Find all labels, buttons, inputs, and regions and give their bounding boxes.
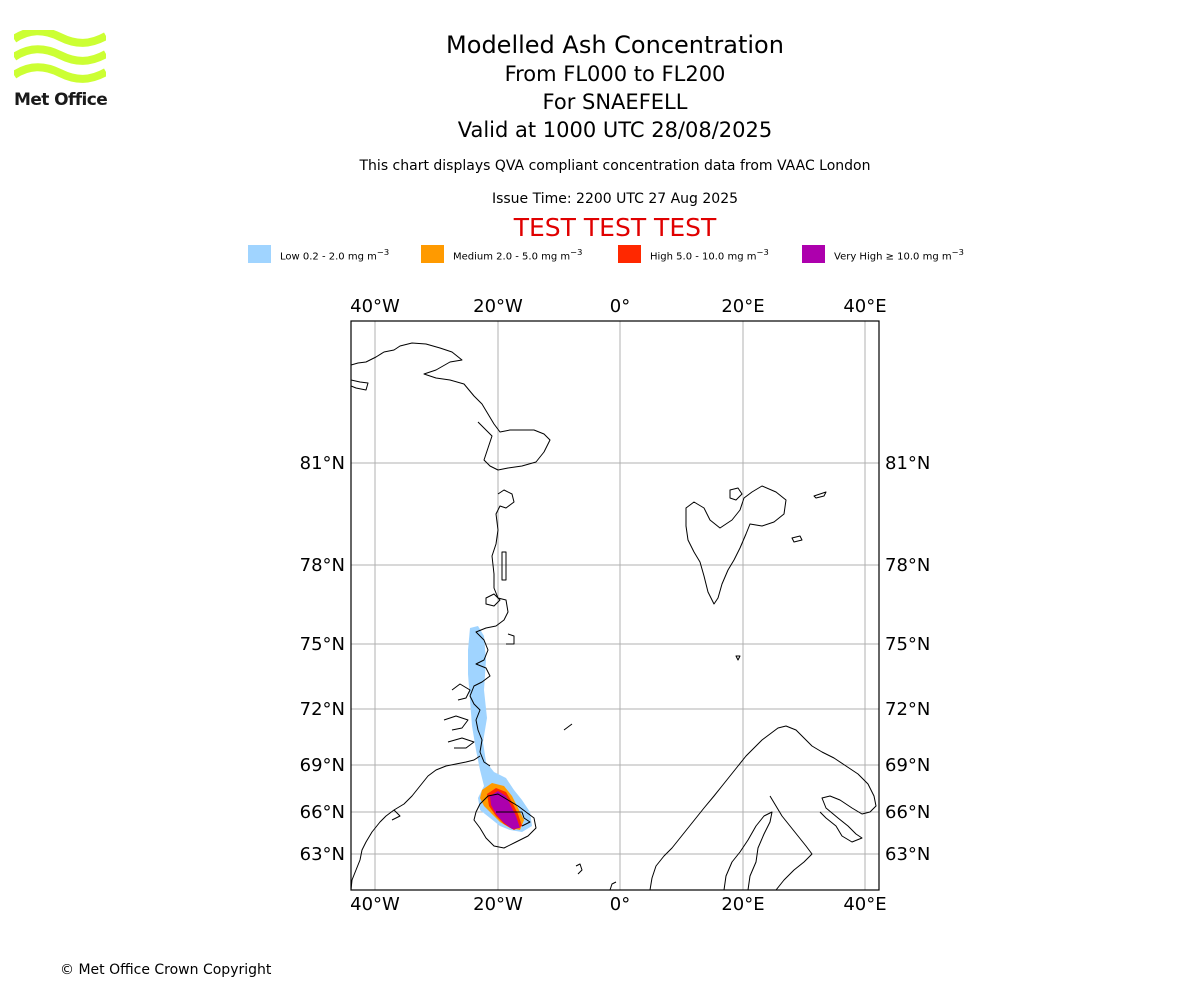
coastline-faroe bbox=[575, 863, 583, 875]
lat-label-72n-left: 72°N bbox=[300, 699, 345, 720]
coastlines bbox=[351, 342, 877, 890]
legend-label-low: Low 0.2 - 2.0 mg m−3 bbox=[280, 247, 390, 263]
coastline-scandinavia bbox=[649, 725, 877, 890]
lat-label-75n-left: 75°N bbox=[300, 634, 345, 655]
met-office-logo: Met Office bbox=[14, 30, 108, 112]
lat-label-72n-right: 72°N bbox=[885, 699, 930, 720]
lat-label-81n-left: 81°N bbox=[300, 453, 345, 474]
coastline-svalbard bbox=[685, 485, 787, 605]
lat-label-66n-left: 66°N bbox=[300, 802, 345, 823]
legend-swatch-medium bbox=[421, 245, 444, 263]
lat-label-69n-right: 69°N bbox=[885, 755, 930, 776]
coastline-greenland-east bbox=[469, 489, 515, 767]
volcano-name: For SNAEFELL bbox=[542, 90, 688, 114]
lon-labels-bottom: 40°W 20°W 0° 20°E 40°E bbox=[350, 894, 886, 915]
lon-labels-top: 40°W 20°W 0° 20°E 40°E bbox=[350, 296, 886, 317]
lat-labels-right: 81°N 78°N 75°N 72°N 69°N 66°N 63°N bbox=[885, 453, 930, 865]
coastline-greenland-west bbox=[351, 755, 481, 890]
map-border bbox=[350, 320, 880, 891]
issue-time: Issue Time: 2200 UTC 27 Aug 2025 bbox=[491, 191, 739, 207]
legend-swatch-high bbox=[618, 245, 641, 263]
main-title: Modelled Ash Concentration bbox=[446, 31, 784, 59]
test-banner: TEST TEST TEST bbox=[513, 213, 717, 242]
lon-label-20e-top: 20°E bbox=[721, 296, 764, 317]
copyright-notice: © Met Office Crown Copyright bbox=[60, 962, 272, 978]
lon-label-40w-top: 40°W bbox=[350, 296, 400, 317]
legend-label-medium: Medium 2.0 - 5.0 mg m−3 bbox=[453, 247, 583, 263]
lat-label-78n-right: 78°N bbox=[885, 555, 930, 576]
lat-label-69n-left: 69°N bbox=[300, 755, 345, 776]
coastline-jan-mayen bbox=[563, 723, 573, 731]
met-office-wave-logo bbox=[14, 30, 106, 83]
logo-text: Met Office bbox=[14, 90, 108, 110]
legend-swatch-very-high bbox=[802, 245, 825, 263]
lon-label-0-bottom: 0° bbox=[610, 894, 630, 915]
lon-label-0-top: 0° bbox=[610, 296, 630, 317]
ash-very-high-area bbox=[490, 791, 520, 829]
lon-label-20w-top: 20°W bbox=[473, 296, 523, 317]
coastline-greenland-north bbox=[351, 342, 551, 471]
graticule bbox=[351, 321, 879, 890]
lat-label-78n-left: 78°N bbox=[300, 555, 345, 576]
coastline-iceland bbox=[473, 793, 537, 849]
lat-label-75n-right: 75°N bbox=[885, 634, 930, 655]
legend-label-very-high: Very High ≥ 10.0 mg m−3 bbox=[834, 247, 964, 263]
lat-label-63n-left: 63°N bbox=[300, 844, 345, 865]
qva-note: This chart displays QVA compliant concen… bbox=[359, 158, 871, 174]
lon-label-40e-top: 40°E bbox=[843, 296, 886, 317]
chart-titles: Modelled Ash Concentration From FL000 to… bbox=[0, 30, 1200, 144]
lon-label-20w-bottom: 20°W bbox=[473, 894, 523, 915]
lat-label-63n-right: 63°N bbox=[885, 844, 930, 865]
legend-label-high: High 5.0 - 10.0 mg m−3 bbox=[650, 247, 769, 263]
valid-time: Valid at 1000 UTC 28/08/2025 bbox=[457, 118, 773, 142]
lat-label-81n-right: 81°N bbox=[885, 453, 930, 474]
map-frame bbox=[351, 321, 879, 890]
lon-label-20e-bottom: 20°E bbox=[721, 894, 764, 915]
legend-swatch-low bbox=[248, 245, 271, 263]
ash-low-plume bbox=[468, 626, 532, 832]
flight-level-range: From FL000 to FL200 bbox=[504, 62, 726, 86]
lat-label-66n-right: 66°N bbox=[885, 802, 930, 823]
lon-label-40e-bottom: 40°E bbox=[843, 894, 886, 915]
lat-labels-left: 81°N 78°N 75°N 72°N 69°N 66°N 63°N bbox=[300, 453, 345, 865]
lon-label-40w-bottom: 40°W bbox=[350, 894, 400, 915]
